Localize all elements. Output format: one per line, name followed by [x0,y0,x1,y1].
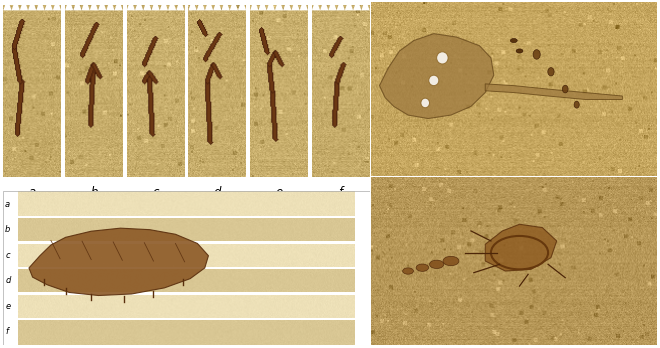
Polygon shape [115,0,123,10]
Bar [18,292,355,295]
Text: b: b [90,186,98,199]
Text: a: a [5,200,11,209]
Bar [18,216,355,218]
Polygon shape [20,0,28,10]
Polygon shape [259,0,267,10]
Polygon shape [160,0,168,10]
Ellipse shape [429,75,439,86]
Polygon shape [143,0,152,10]
Polygon shape [65,0,73,10]
Polygon shape [250,0,259,10]
Text: e: e [5,302,11,311]
Circle shape [416,264,428,271]
Polygon shape [353,0,362,10]
Text: a: a [28,186,36,199]
Polygon shape [29,228,209,295]
Polygon shape [82,0,90,10]
Circle shape [443,256,459,266]
Polygon shape [283,0,292,10]
Ellipse shape [562,85,568,93]
Ellipse shape [437,52,448,64]
Polygon shape [329,0,337,10]
Polygon shape [312,0,320,10]
Polygon shape [90,0,98,10]
Polygon shape [73,0,82,10]
Polygon shape [275,0,283,10]
Polygon shape [189,0,197,10]
Polygon shape [98,0,106,10]
Polygon shape [379,34,494,119]
Ellipse shape [421,98,430,108]
Ellipse shape [548,68,554,76]
Text: f: f [5,327,8,336]
Circle shape [510,39,517,43]
Polygon shape [36,0,45,10]
Text: d: d [214,186,221,199]
Polygon shape [168,0,176,10]
Text: c: c [152,186,159,199]
Polygon shape [127,0,135,10]
Polygon shape [230,0,238,10]
Polygon shape [205,0,213,10]
Text: c: c [5,251,10,260]
Polygon shape [3,0,12,10]
Circle shape [430,260,444,269]
Text: f: f [339,186,343,199]
Polygon shape [300,0,308,10]
Polygon shape [320,0,329,10]
Polygon shape [337,0,345,10]
Ellipse shape [574,101,579,108]
Polygon shape [152,0,160,10]
Polygon shape [45,0,53,10]
Polygon shape [222,0,230,10]
Polygon shape [12,0,20,10]
Polygon shape [53,0,61,10]
Polygon shape [28,0,36,10]
Circle shape [403,268,414,274]
Polygon shape [213,0,222,10]
Polygon shape [267,0,275,10]
Bar [18,318,355,320]
Text: d: d [5,276,11,285]
Polygon shape [362,0,370,10]
Polygon shape [238,0,246,10]
Text: b: b [5,225,11,234]
Text: e: e [275,186,282,199]
Polygon shape [135,0,143,10]
Polygon shape [345,0,353,10]
Bar [18,241,355,244]
Ellipse shape [533,50,541,59]
Polygon shape [485,84,622,100]
Polygon shape [106,0,115,10]
Polygon shape [197,0,205,10]
Polygon shape [292,0,300,10]
Polygon shape [176,0,185,10]
Bar [18,267,355,269]
Circle shape [516,49,523,53]
Polygon shape [485,224,556,271]
